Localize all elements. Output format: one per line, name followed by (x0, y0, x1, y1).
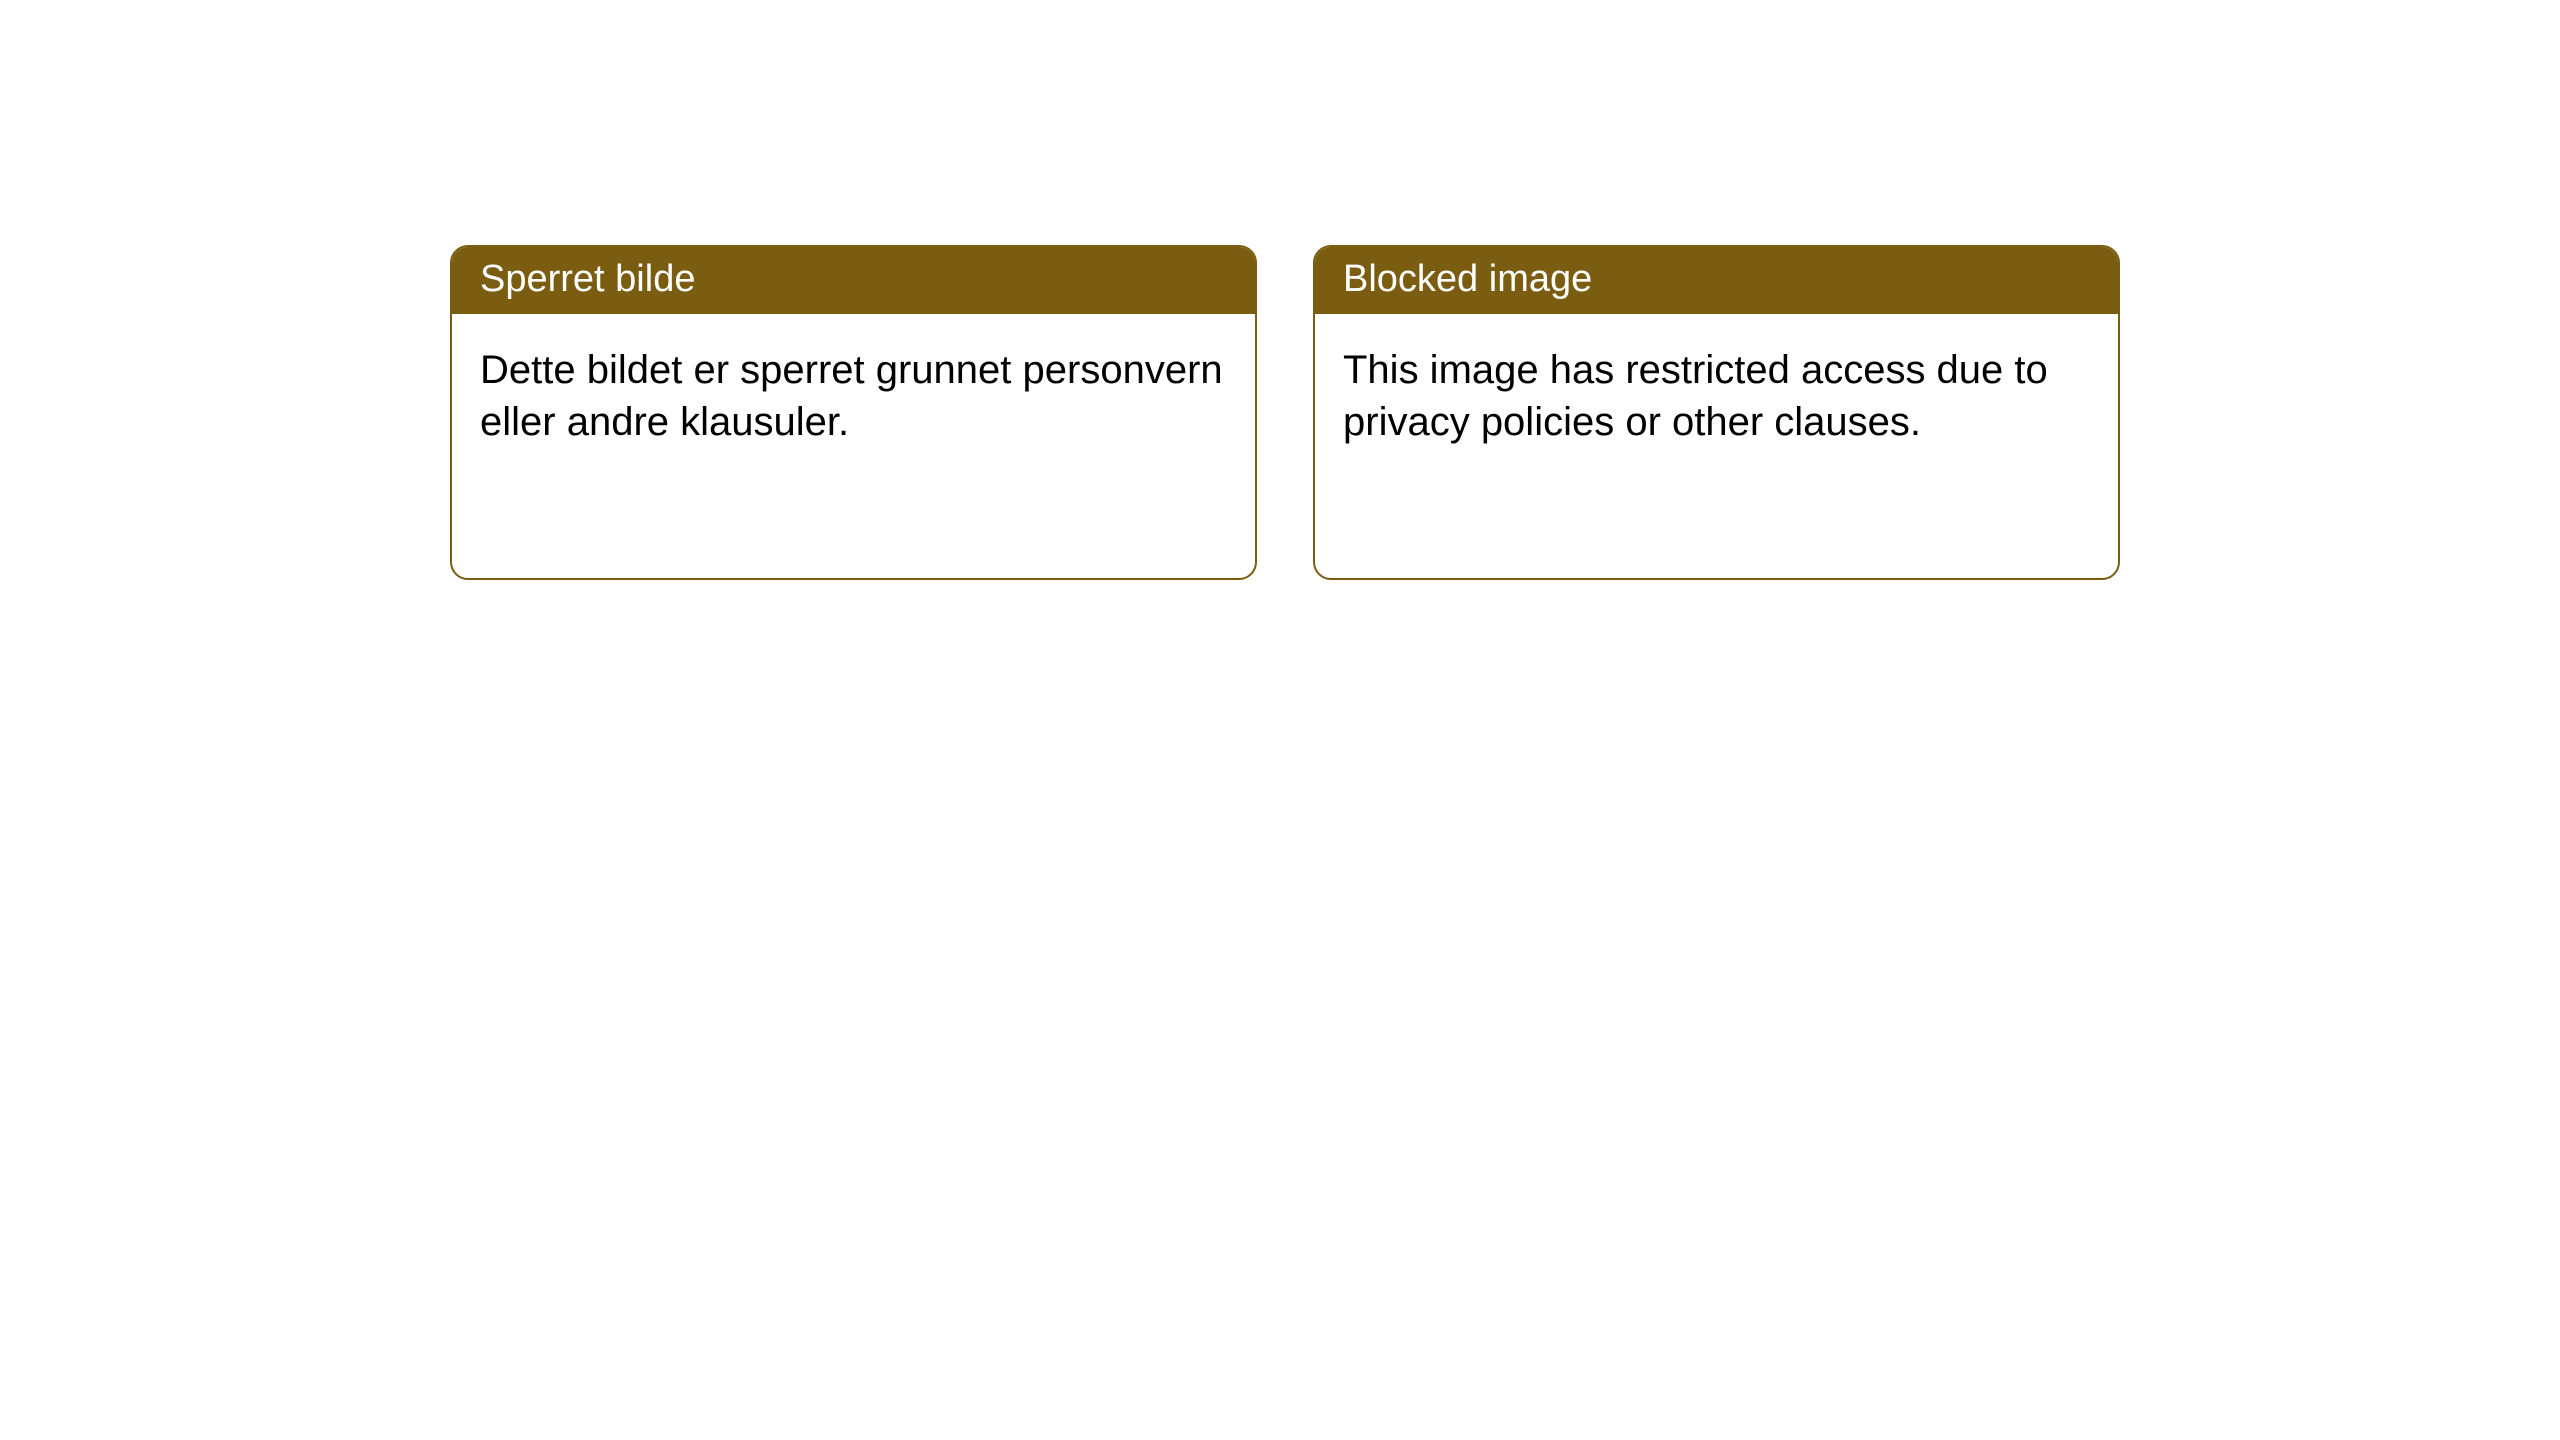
notice-container: Sperret bilde Dette bildet er sperret gr… (0, 0, 2560, 580)
notice-body: Dette bildet er sperret grunnet personve… (452, 314, 1255, 476)
notice-body: This image has restricted access due to … (1315, 314, 2118, 476)
notice-box-english: Blocked image This image has restricted … (1313, 245, 2120, 580)
notice-box-norwegian: Sperret bilde Dette bildet er sperret gr… (450, 245, 1257, 580)
notice-title: Blocked image (1315, 247, 2118, 314)
notice-title: Sperret bilde (452, 247, 1255, 314)
